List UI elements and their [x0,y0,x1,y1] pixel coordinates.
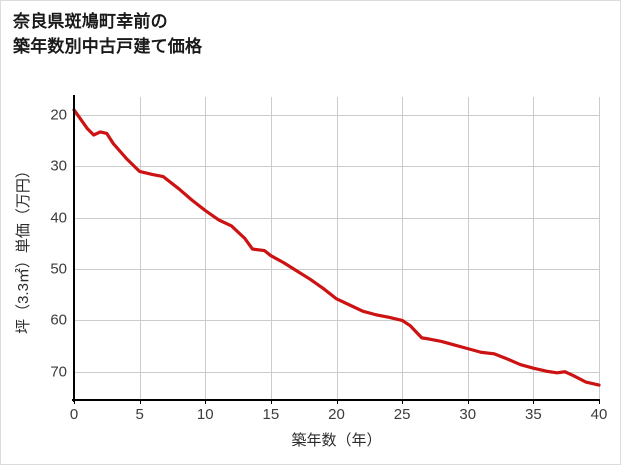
page-title: 奈良県斑鳩町幸前の 築年数別中古戸建て価格 [13,12,203,56]
gridline-x-40 [599,97,600,400]
x-tick-mark-40 [599,400,600,404]
y-tick-label-40: 50 [50,260,67,278]
plot-area: 70 60 50 40 30 20 0 5 10 15 20 25 30 35 40 [50,95,607,423]
x-tick-mark-30 [467,400,469,404]
x-tick-mark-20 [336,400,338,404]
x-tick-label-5: 5 [135,406,144,423]
x-axis-line [72,399,600,401]
x-tick-label-20: 20 [328,406,345,423]
x-tick-mark-15 [270,400,272,404]
y-tick-label-70: 20 [50,106,67,124]
gridline-x-15 [270,97,272,400]
x-tick-label-25: 25 [393,406,411,423]
x-tick-label-15: 15 [262,406,280,423]
x-tick-label-40: 40 [590,406,608,423]
gridline-x-30 [467,97,469,400]
gridline-x-25 [402,97,404,400]
x-tick-label-35: 35 [525,406,542,423]
y-axis-line [73,95,75,402]
gridline-x-20 [336,97,338,400]
line-series-chart [74,97,599,400]
y-axis-label-text: 坪（3.3㎡）単価（万円） [14,163,32,334]
y-axis-label: 坪（3.3㎡）単価（万円） [9,97,35,400]
x-axis-label: 築年数（年） [291,432,382,449]
y-tick-label-20: 70 [50,363,67,381]
gridline-x-35 [533,97,535,400]
x-tick-label-0: 0 [69,406,79,423]
x-tick-mark-0 [74,400,75,404]
y-tick-label-60: 30 [50,157,67,175]
x-tick-mark-5 [139,400,141,404]
x-tick-mark-25 [402,400,404,404]
y-tick-label-50: 40 [50,209,67,227]
x-tick-label-10: 10 [196,406,214,423]
line-series-path [74,110,599,385]
gridline-x-5 [139,97,141,400]
y-tick-label-30: 60 [50,311,67,329]
x-tick-label-30: 30 [459,406,477,423]
x-tick-mark-10 [205,400,207,404]
gridline-x-10 [205,97,207,400]
plot-grid: 70 60 50 40 30 20 0 5 10 15 20 25 30 35 40 [50,97,607,423]
x-tick-mark-35 [533,400,535,404]
